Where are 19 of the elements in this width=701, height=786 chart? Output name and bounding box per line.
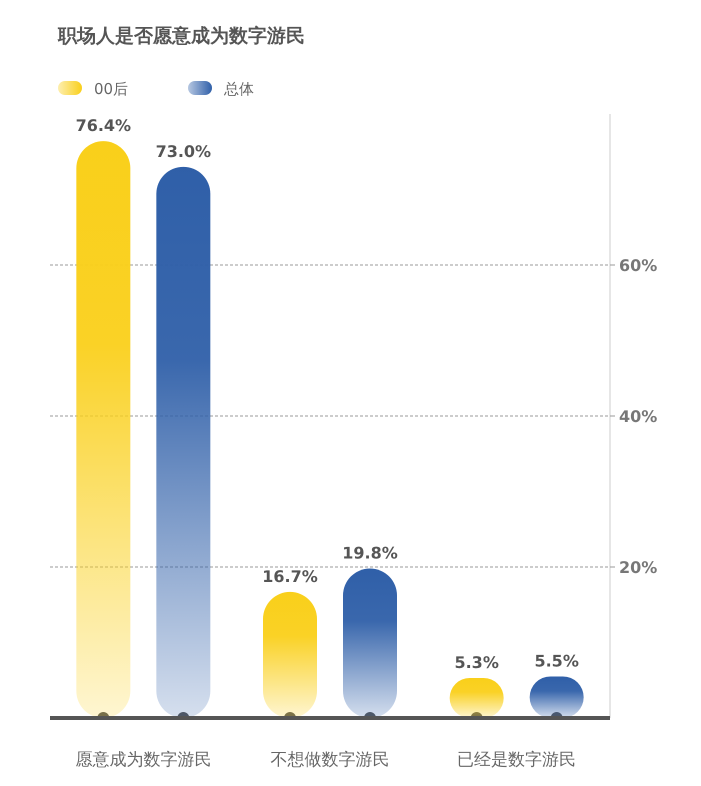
bar — [156, 166, 210, 718]
bar — [343, 568, 397, 718]
text: 19.8% — [342, 544, 398, 563]
bar — [76, 141, 130, 718]
text: 76.4% — [76, 116, 132, 136]
text: 5.3% — [454, 652, 499, 672]
x-tick-label: 已经是数字游民 — [457, 750, 576, 770]
text: 73.0% — [156, 142, 212, 161]
x-tick-label: 不想做数字游民 — [270, 750, 390, 770]
y-tick-label: 60% — [619, 256, 658, 275]
text: 5.5% — [534, 651, 579, 670]
text: 16.7% — [262, 566, 318, 586]
x-tick-label: 愿意成为数字游民 — [75, 750, 212, 770]
chart-title: 职场人是否愿意成为数字游民 — [57, 25, 305, 47]
bar — [263, 592, 317, 718]
legend-label: 00后 — [94, 80, 128, 98]
y-tick-label: 20% — [619, 558, 658, 577]
legend-label: 总体 — [223, 80, 254, 98]
y-tick-label: 40% — [619, 407, 658, 426]
